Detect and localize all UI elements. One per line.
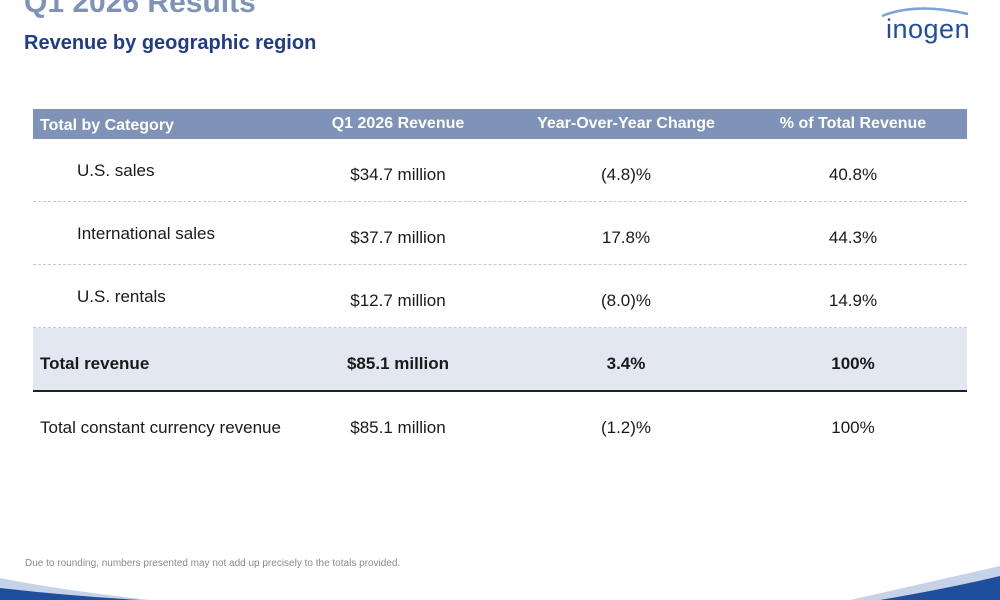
- revenue-table: Total by Category Q1 2026 Revenue Year-O…: [33, 109, 967, 454]
- footer-swoosh-decoration: [0, 566, 1000, 600]
- table-row: International sales $37.7 million 17.8% …: [33, 202, 967, 265]
- rounding-footnote: Due to rounding, numbers presented may n…: [25, 558, 401, 569]
- slide-title: Q1 2026 Results: [24, 0, 256, 19]
- row-revenue: $34.7 million: [350, 165, 446, 184]
- total-category: Total revenue: [40, 354, 150, 373]
- row-category: U.S. rentals: [77, 287, 166, 306]
- row-category: U.S. sales: [77, 161, 155, 180]
- logo-swoosh-icon: [881, 7, 969, 18]
- row-yoy: (4.8)%: [600, 165, 652, 184]
- table-header: Total by Category Q1 2026 Revenue Year-O…: [33, 109, 967, 139]
- slide-subtitle: Revenue by geographic region: [24, 32, 317, 54]
- constant-currency-row: Total constant currency revenue $85.1 mi…: [33, 392, 967, 454]
- cc-yoy: (1.2)%: [600, 418, 652, 437]
- row-pct: 14.9%: [828, 291, 878, 310]
- row-pct: 44.3%: [828, 228, 878, 247]
- row-yoy: 17.8%: [601, 228, 651, 247]
- row-pct: 40.8%: [828, 165, 878, 184]
- cc-category: Total constant currency revenue: [40, 418, 281, 437]
- header-pct-total: % of Total Revenue: [779, 115, 927, 132]
- total-revenue: $85.1 million: [346, 354, 450, 373]
- total-yoy: 3.4%: [606, 354, 646, 373]
- header-revenue: Q1 2026 Revenue: [331, 115, 465, 132]
- cc-pct: 100%: [831, 418, 875, 437]
- row-revenue: $12.7 million: [350, 291, 446, 310]
- logo-wordmark: inogen: [886, 14, 971, 44]
- table-row: U.S. rentals $12.7 million (8.0)% 14.9%: [33, 265, 967, 328]
- row-yoy: (8.0)%: [600, 291, 652, 310]
- inogen-logo: inogen: [876, 4, 976, 48]
- table-row: U.S. sales $34.7 million (4.8)% 40.8%: [33, 139, 967, 202]
- cc-revenue: $85.1 million: [350, 418, 446, 437]
- total-revenue-row: Total revenue $85.1 million 3.4% 100%: [33, 328, 967, 392]
- total-pct: 100%: [831, 354, 875, 373]
- row-category: International sales: [77, 224, 215, 243]
- header-category: Total by Category: [40, 117, 174, 134]
- header-yoy-change: Year-Over-Year Change: [537, 115, 715, 132]
- row-revenue: $37.7 million: [350, 228, 446, 247]
